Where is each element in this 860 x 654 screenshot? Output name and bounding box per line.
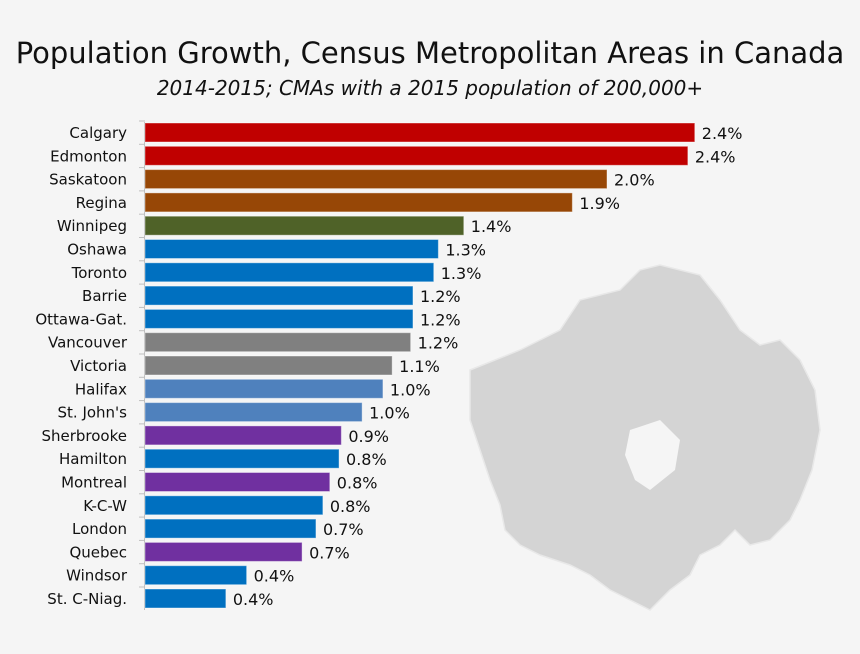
bar	[144, 448, 340, 469]
category-label: Winnipeg	[57, 217, 127, 235]
data-label: 1.3%	[445, 241, 486, 260]
data-label: 0.8%	[346, 450, 387, 469]
category-label: Windsor	[66, 567, 128, 585]
category-label: Edmonton	[50, 147, 127, 165]
data-label: 1.1%	[399, 357, 440, 376]
category-label: Barrie	[82, 287, 127, 305]
category-label: K-C-W	[83, 497, 127, 515]
category-label: St. C-Niag.	[47, 590, 127, 608]
bar	[144, 588, 227, 609]
data-label: 1.2%	[418, 334, 459, 353]
bar	[144, 262, 435, 283]
bar	[144, 285, 414, 306]
bar	[144, 308, 414, 329]
data-label: 1.2%	[420, 310, 461, 329]
data-label: 1.9%	[579, 194, 620, 213]
category-label: Quebec	[69, 543, 127, 561]
bar	[144, 565, 248, 586]
bar	[144, 192, 573, 213]
category-label: Montreal	[61, 474, 127, 492]
bar	[144, 145, 689, 166]
chart-title: Population Growth, Census Metropolitan A…	[15, 36, 845, 70]
category-label: Oshawa	[67, 241, 127, 259]
category-label: Halifax	[75, 380, 127, 398]
data-label: 1.2%	[420, 287, 461, 306]
bar	[144, 378, 384, 399]
data-label: 0.9%	[348, 427, 389, 446]
data-label: 0.7%	[323, 520, 364, 539]
bar	[144, 518, 317, 539]
data-label: 0.7%	[309, 543, 350, 562]
category-label: Victoria	[70, 357, 127, 375]
data-label: 2.4%	[702, 124, 743, 143]
bar	[144, 122, 696, 143]
category-label: Saskatoon	[49, 171, 127, 189]
category-label: Regina	[76, 194, 127, 212]
bar	[144, 332, 412, 353]
category-label: St. John's	[58, 404, 128, 422]
category-label: Vancouver	[48, 334, 128, 352]
hudson-bay	[625, 420, 680, 490]
bar	[144, 495, 324, 516]
category-label: Ottawa-Gat.	[35, 310, 127, 328]
data-label: 1.3%	[441, 264, 482, 283]
category-label: Hamilton	[59, 450, 127, 468]
data-label: 2.0%	[614, 171, 655, 190]
data-label: 0.8%	[337, 474, 378, 493]
bar	[144, 425, 342, 446]
category-label: Calgary	[69, 124, 127, 142]
bar	[144, 215, 465, 236]
category-label: Toronto	[71, 264, 127, 282]
data-label: 0.4%	[254, 567, 295, 586]
bar	[144, 402, 363, 423]
bar	[144, 169, 608, 190]
category-label: Sherbrooke	[41, 427, 127, 445]
bar	[144, 541, 303, 562]
data-label: 1.0%	[369, 404, 410, 423]
data-label: 0.8%	[330, 497, 371, 516]
category-label: London	[72, 520, 127, 538]
data-label: 1.4%	[471, 217, 512, 236]
data-label: 2.4%	[695, 147, 736, 166]
bar	[144, 355, 393, 376]
bar	[144, 239, 439, 259]
bar	[144, 472, 331, 492]
data-label: 0.4%	[233, 590, 274, 609]
data-label: 1.0%	[390, 380, 431, 399]
chart-subtitle: 2014-2015; CMAs with a 2015 population o…	[156, 76, 704, 100]
